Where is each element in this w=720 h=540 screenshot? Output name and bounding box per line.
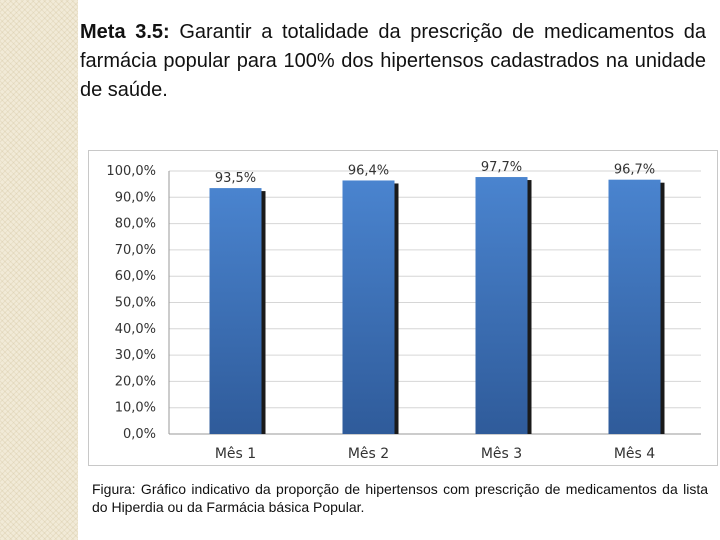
y-tick-label: 100,0% bbox=[106, 164, 156, 179]
y-tick-label: 0,0% bbox=[123, 427, 156, 442]
y-tick-label: 40,0% bbox=[115, 322, 156, 337]
y-tick-label: 30,0% bbox=[115, 348, 156, 363]
y-tick-label: 90,0% bbox=[115, 190, 156, 205]
bar-value-label: 93,5% bbox=[215, 171, 256, 186]
y-tick-label: 50,0% bbox=[115, 296, 156, 311]
bar bbox=[209, 188, 262, 434]
bar-value-label: 96,7% bbox=[614, 163, 655, 178]
figure-caption: Figura: Gráfico indicativo da proporção … bbox=[92, 481, 708, 515]
y-tick-label: 70,0% bbox=[115, 243, 156, 258]
goal-heading: Meta 3.5: Garantir a totalidade da presc… bbox=[80, 18, 706, 105]
bar-value-label: 96,4% bbox=[348, 163, 389, 178]
bar bbox=[342, 180, 395, 434]
y-tick-label: 60,0% bbox=[115, 269, 156, 284]
decorative-side-strip bbox=[0, 0, 78, 540]
chart-svg: 0,0% 10,0% 20,0% 30,0% 40,0% 50,0% 60,0% 70,0% 8… bbox=[106, 160, 701, 462]
goal-text: Garantir a totalidade da prescrição de m… bbox=[80, 21, 707, 101]
bar-value-label: 97,7% bbox=[481, 160, 522, 175]
goal-label: Meta 3.5: bbox=[80, 21, 170, 43]
y-tick-label: 80,0% bbox=[115, 217, 156, 232]
x-tick-label: Mês 4 bbox=[614, 446, 655, 462]
y-tick-label: 10,0% bbox=[115, 401, 156, 416]
y-tick-label: 20,0% bbox=[115, 374, 156, 389]
bar bbox=[475, 177, 528, 434]
x-tick-label: Mês 2 bbox=[348, 446, 389, 462]
bar-chart: 0,0% 10,0% 20,0% 30,0% 40,0% 50,0% 60,0% 70,0% 8… bbox=[88, 150, 718, 466]
bar bbox=[608, 179, 661, 434]
x-tick-label: Mês 3 bbox=[481, 446, 522, 462]
x-tick-label: Mês 1 bbox=[215, 446, 256, 462]
